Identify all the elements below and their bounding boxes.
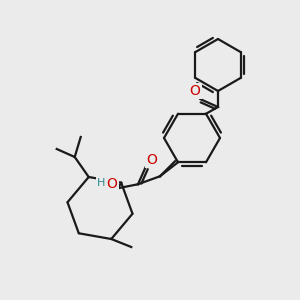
Text: O: O bbox=[147, 153, 158, 167]
Text: O: O bbox=[106, 177, 117, 191]
Text: H: H bbox=[97, 178, 105, 188]
Text: O: O bbox=[190, 84, 200, 98]
